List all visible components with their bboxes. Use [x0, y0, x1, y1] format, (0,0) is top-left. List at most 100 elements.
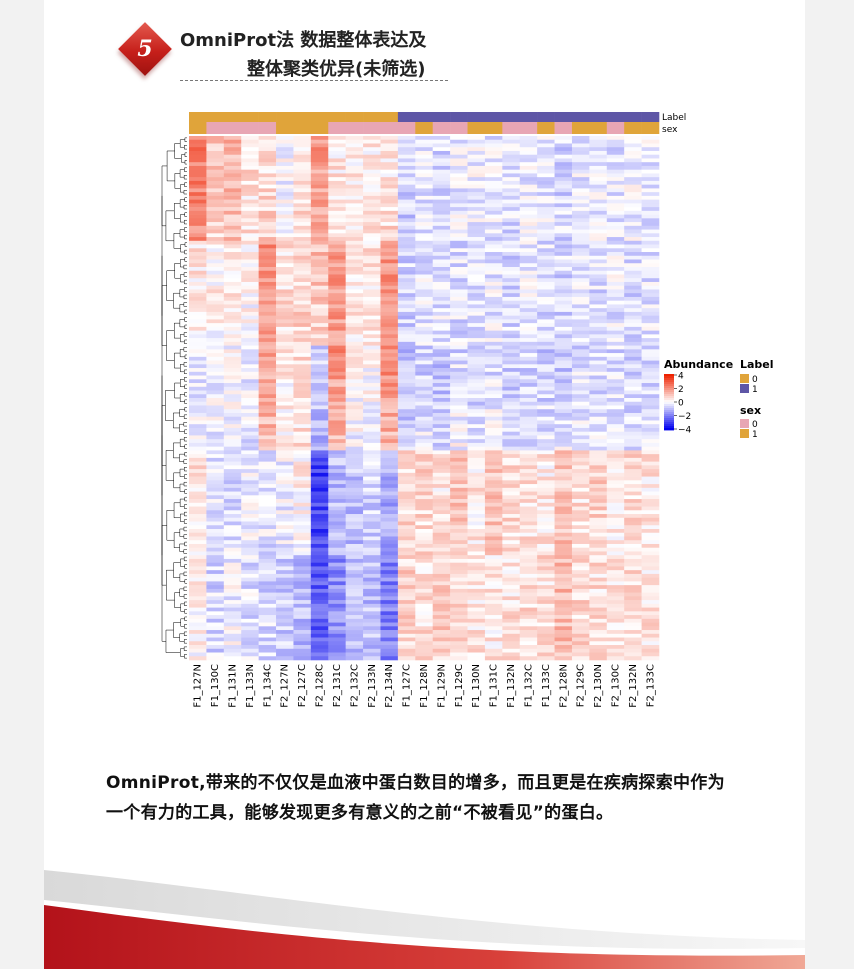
heatmap-cell: [380, 180, 399, 185]
row-dendrogram-branch: [183, 347, 187, 352]
heatmap-cell: [328, 281, 346, 287]
heatmap-cell: [519, 461, 538, 466]
heatmap-cell: [519, 465, 538, 470]
heatmap-cell: [641, 487, 660, 492]
heatmap-cell: [397, 517, 416, 522]
heatmap-cell: [380, 278, 399, 283]
heatmap-cell: [415, 416, 434, 421]
heatmap-cell: [241, 267, 259, 272]
heatmap-cell: [293, 439, 312, 444]
heatmap-cell: [345, 195, 364, 200]
heatmap-cell: [450, 368, 468, 373]
heatmap-cell: [432, 480, 451, 485]
heatmap-cell: [467, 326, 486, 331]
heatmap-cell: [450, 652, 468, 657]
row-dendrogram-branch: [184, 219, 187, 225]
heatmap-cell: [467, 439, 486, 444]
heatmap-cell: [519, 427, 538, 432]
heatmap-cell: [345, 150, 364, 156]
heatmap-cell: [432, 491, 451, 496]
annotation-name-label: Label: [662, 113, 686, 123]
heatmap-cell: [450, 416, 468, 421]
heatmap-cell: [571, 203, 590, 208]
heatmap-cell: [380, 334, 399, 339]
heatmap-cell: [450, 360, 468, 365]
heatmap-cell: [310, 480, 329, 485]
heatmap-cell: [189, 334, 207, 339]
heatmap-cell: [589, 630, 608, 635]
heatmap-cell: [432, 323, 451, 328]
heatmap-cell: [571, 622, 590, 627]
heatmap-cell: [537, 229, 555, 234]
heatmap-cell: [223, 267, 242, 272]
heatmap-cell: [345, 637, 364, 642]
heatmap-cell: [189, 154, 207, 159]
heatmap-cell: [310, 218, 329, 223]
heatmap-cell: [502, 360, 521, 365]
heatmap-cell: [571, 368, 590, 373]
heatmap-cell: [258, 371, 277, 376]
heatmap-cell: [223, 435, 242, 440]
heatmap-cell: [189, 207, 207, 212]
heatmap-cell: [397, 154, 416, 159]
heatmap-cell: [484, 222, 503, 227]
heatmap-cell: [519, 558, 538, 563]
heatmap-cell: [432, 551, 451, 556]
heatmap-cell: [537, 491, 555, 496]
heatmap-cell: [571, 199, 590, 204]
heatmap-cell: [415, 398, 434, 403]
heatmap-cell: [519, 457, 538, 462]
heatmap-cell: [397, 607, 416, 612]
heatmap-cell: [554, 158, 573, 163]
heatmap-cell: [223, 143, 242, 148]
heatmap-cell: [467, 293, 486, 298]
heatmap-cell: [502, 169, 521, 174]
heatmap-cell: [624, 188, 642, 193]
column-label: F2_127C: [297, 664, 308, 707]
heatmap-cell: [606, 188, 625, 193]
heatmap-cell: [276, 244, 294, 249]
heatmap-cell: [519, 495, 538, 500]
heatmap-cell: [432, 326, 451, 331]
heatmap-cell: [450, 405, 468, 410]
heatmap-cell: [624, 341, 642, 346]
heatmap-cell: [241, 323, 259, 328]
heatmap-cell: [606, 289, 625, 294]
heatmap-cell: [641, 278, 660, 283]
heatmap-cell: [293, 641, 312, 646]
heatmap-cell: [293, 585, 312, 590]
heatmap-cell: [502, 259, 521, 264]
heatmap-cell: [467, 203, 486, 208]
heatmap-cell: [624, 611, 642, 616]
heatmap-cell: [484, 641, 503, 646]
heatmap-cell: [432, 573, 451, 578]
heatmap-cell: [571, 341, 590, 346]
heatmap-cell: [310, 618, 329, 623]
heatmap-cell: [519, 308, 538, 313]
heatmap-cell: [310, 487, 329, 492]
heatmap-cell: [624, 487, 642, 492]
heatmap-cell: [415, 338, 434, 343]
heatmap-cell: [189, 222, 207, 227]
heatmap-cell: [519, 529, 538, 534]
heatmap-cell: [519, 532, 538, 537]
heatmap-cell: [467, 353, 486, 358]
heatmap-cell: [310, 484, 329, 489]
heatmap-cell: [606, 506, 625, 511]
heatmap-cell: [189, 293, 207, 298]
heatmap-cell: [554, 536, 573, 541]
heatmap-cell: [641, 368, 660, 373]
heatmap-cell: [276, 139, 294, 144]
heatmap-cell: [537, 394, 555, 399]
heatmap-cell: [310, 510, 329, 515]
heatmap-cell: [310, 457, 329, 462]
heatmap-cell: [345, 442, 364, 447]
heatmap-cell: [397, 162, 416, 167]
heatmap-cell: [397, 577, 416, 582]
heatmap-cell: [589, 555, 608, 560]
heatmap-cell: [502, 630, 521, 635]
heatmap-cell: [310, 173, 329, 178]
heatmap-cell: [276, 341, 294, 346]
heatmap-cell: [258, 457, 277, 462]
heatmap-cell: [397, 495, 416, 500]
